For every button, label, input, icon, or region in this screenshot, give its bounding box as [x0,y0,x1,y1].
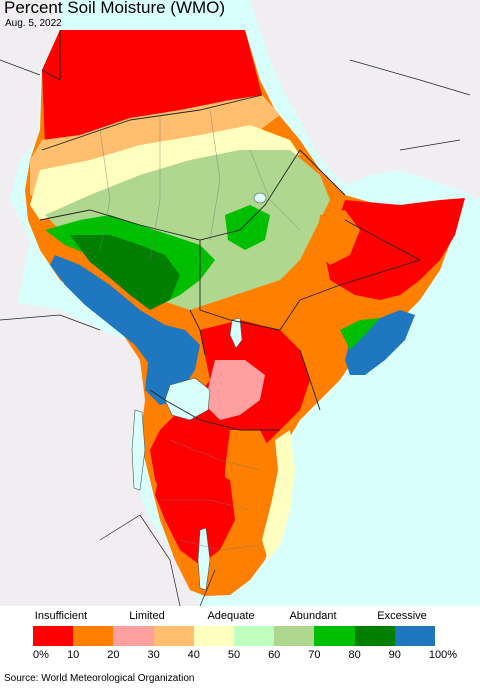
region-borders [99,109,301,551]
lake-tana [253,192,267,204]
map-title: Percent Soil Moisture (WMO) [4,0,226,17]
map-date: Aug. 5, 2022 [5,18,62,29]
legend-swatch-6 [274,626,315,646]
zone-eastafrica-pink [205,360,265,420]
legend-tick-label: 70 [308,649,321,661]
zone-tanzania-red [155,465,235,565]
legend-category-limited: Limited [129,610,165,622]
legend-color-bar [33,626,436,646]
zone-ethiopia-green [225,205,270,250]
source-credit: Source: World Meteorological Organizatio… [4,673,195,684]
legend-tick-label: 90 [388,649,401,661]
zone-north-red [42,30,262,150]
land-outside-arabia [250,0,480,200]
legend-swatch-4 [193,626,235,646]
legend-swatch-5 [234,626,275,646]
legend-category-excessive: Excessive [377,610,427,622]
legend-tick-label: 80 [348,649,361,661]
lake-victoria [164,377,211,421]
legend-tick-label: 0% [33,649,49,661]
legend-swatch-7 [314,626,355,646]
legend-tick-label: 30 [147,649,160,661]
land-outside-west [0,0,60,360]
legend-swatch-1 [73,626,114,646]
country-borders [39,30,421,431]
legend-swatch-2 [113,626,154,646]
legend-tick-label: 100% [428,649,458,661]
lake-turkana [229,317,243,349]
legend-category-adequate: Adequate [207,610,255,622]
legend-tick-label: 60 [268,649,281,661]
legend-swatch-8 [354,626,395,646]
outside-borders [0,59,471,606]
soil-moisture-map: Percent Soil Moisture (WMO) Aug. 5, 2022 [0,0,480,606]
legend-tick-label: 40 [187,649,200,661]
zone-somalia-red [325,198,465,300]
legend-tick-label: 50 [227,649,241,661]
legend-swatch-9 [394,626,436,646]
zone-abundant [45,150,330,310]
legend-swatch-3 [153,626,194,646]
zone-somalia-orange [315,210,360,265]
zone-coast-yellow [262,430,295,560]
legend-category-abundant: Abundant [289,610,337,622]
lake-tanganyika [131,409,146,491]
legend-swatch-0 [33,626,74,646]
zone-somalia-blue [345,310,415,375]
legend: Insufficient Limited Adequate Abundant E… [0,606,480,689]
legend-tick-label: 20 [107,649,120,661]
legend-category-insufficient: Insufficient [34,610,88,622]
zone-somalia-green [340,318,380,350]
legend-tick-label: 10 [67,649,80,661]
zone-excessive-dark [70,235,180,310]
lake-malawi [197,527,211,591]
